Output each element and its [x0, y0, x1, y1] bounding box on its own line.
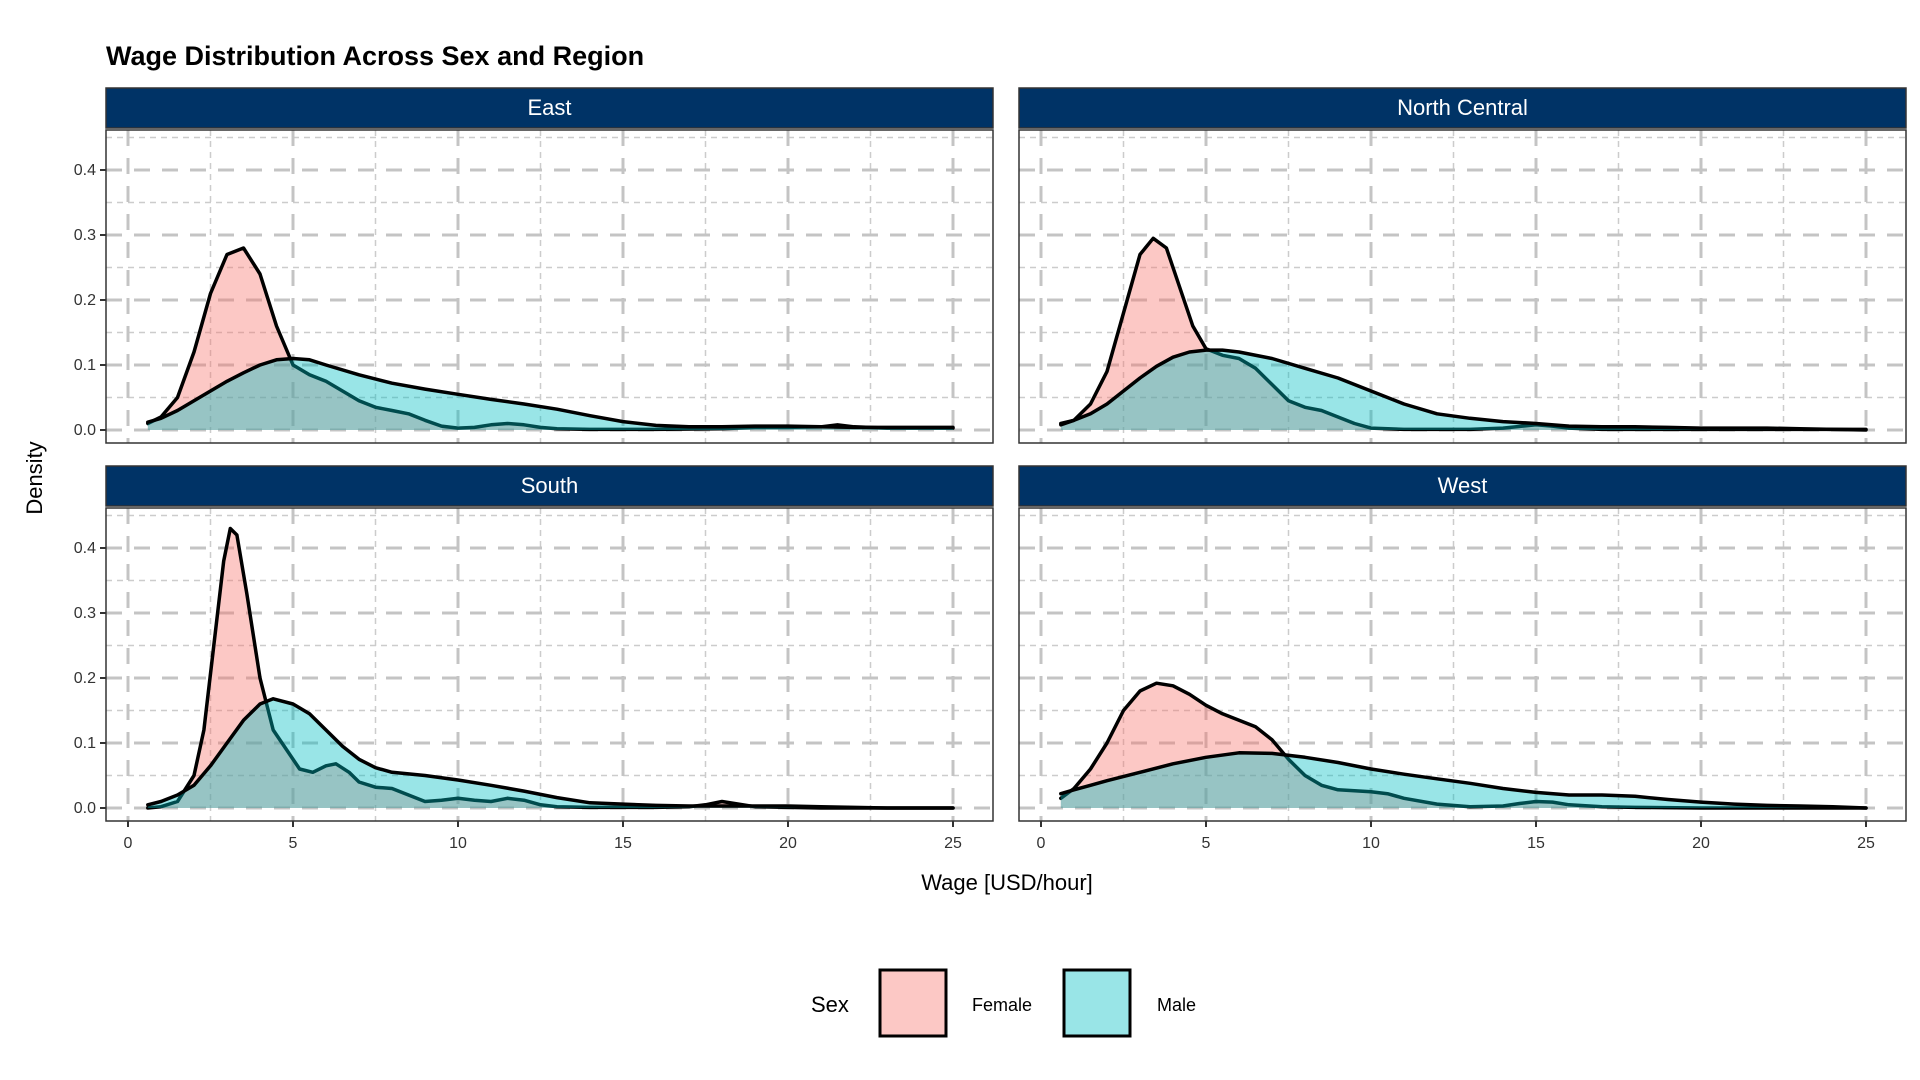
legend-label-male: Male	[1157, 995, 1196, 1015]
y-tick-label: 0.0	[74, 422, 96, 439]
panel-border	[1018, 507, 1907, 822]
facet-strip	[1018, 87, 1907, 129]
density-area-female	[147, 248, 954, 430]
facet-east: East 0.0 0.1 0.2 0.3 0.4	[74, 87, 994, 444]
legend-label-female: Female	[972, 995, 1032, 1015]
density-line-male	[1059, 348, 1868, 432]
x-tick-label: 0	[124, 835, 133, 852]
y-tick-label: 0.4	[74, 162, 96, 179]
x-tick-label: 10	[1362, 835, 1380, 852]
x-tick-label: 0	[1037, 835, 1046, 852]
facet-north-central: North Central	[1018, 87, 1907, 444]
panel-background	[106, 508, 993, 821]
density-area-male	[1060, 752, 1866, 808]
legend-key-male	[1062, 968, 1132, 1038]
density-area-female	[147, 528, 954, 808]
facet-south: South 0.0 0.1 0.2 0.3 0.4 0 5 10 15 20 25	[74, 465, 994, 852]
panel-border	[105, 507, 994, 822]
facet-panels: East 0.0 0.1 0.2 0.3 0.4 North Central South 0.0…	[74, 87, 1907, 852]
x-axis-title: Wage [USD/hour]	[921, 870, 1093, 895]
facet-strip-label: North Central	[1397, 95, 1528, 120]
facet-strip-label: South	[521, 473, 579, 498]
y-tick-label: 0.0	[74, 800, 96, 817]
panel-border	[105, 129, 994, 444]
y-tick-label: 0.1	[74, 735, 96, 752]
x-tick-label: 10	[449, 835, 467, 852]
x-tick-label: 5	[289, 835, 298, 852]
density-area-female	[1060, 683, 1866, 808]
facet-strip	[105, 465, 994, 507]
x-tick-label: 25	[944, 835, 962, 852]
legend-key-female	[878, 968, 948, 1038]
x-tick-label: 25	[1857, 835, 1875, 852]
facet-strip	[1018, 465, 1907, 507]
chart-title: Wage Distribution Across Sex and Region	[106, 41, 644, 71]
y-axis-title: Density	[22, 441, 47, 514]
x-tick-label: 15	[614, 835, 632, 852]
density-area-female	[1060, 238, 1866, 430]
density-line-male	[146, 697, 955, 810]
density-line-male	[1059, 751, 1868, 810]
legend: Sex Female Male	[811, 968, 1196, 1038]
density-line-female	[1059, 236, 1868, 432]
panel-background	[106, 130, 993, 443]
density-line-female	[1059, 681, 1868, 810]
x-tick-label: 20	[779, 835, 797, 852]
panel-background	[1019, 130, 1906, 443]
facet-strip-label: West	[1438, 473, 1488, 498]
y-tick-label: 0.4	[74, 540, 96, 557]
y-tick-label: 0.3	[74, 605, 96, 622]
density-area-male	[1060, 350, 1866, 430]
y-tick-label: 0.3	[74, 227, 96, 244]
panel-background	[1019, 508, 1906, 821]
y-tick-label: 0.2	[74, 292, 96, 309]
legend-title: Sex	[811, 992, 849, 1017]
density-line-male	[146, 356, 955, 430]
x-tick-label: 15	[1527, 835, 1545, 852]
density-area-male	[147, 698, 954, 808]
panel-border	[1018, 129, 1907, 444]
facet-strip	[105, 87, 994, 129]
facet-strip-label: East	[527, 95, 571, 120]
facet-west: West 0 5 10 15 20 25	[1018, 465, 1907, 852]
y-tick-label: 0.1	[74, 357, 96, 374]
density-area-male	[147, 358, 954, 430]
x-tick-label: 5	[1202, 835, 1211, 852]
x-tick-label: 20	[1692, 835, 1710, 852]
y-tick-label: 0.2	[74, 670, 96, 687]
